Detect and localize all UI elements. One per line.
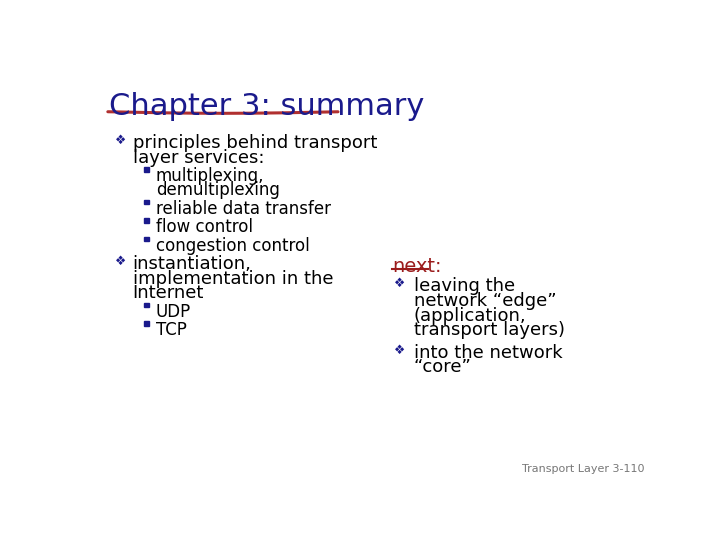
Text: Internet: Internet bbox=[132, 284, 204, 302]
Text: ❖: ❖ bbox=[395, 278, 405, 291]
Bar bbox=[144, 218, 149, 222]
Bar bbox=[144, 237, 149, 241]
Text: congestion control: congestion control bbox=[156, 237, 310, 254]
Text: “core”: “core” bbox=[414, 358, 472, 376]
Text: transport layers): transport layers) bbox=[414, 321, 565, 339]
Text: multiplexing,: multiplexing, bbox=[156, 167, 264, 185]
Text: UDP: UDP bbox=[156, 303, 191, 321]
Text: network “edge”: network “edge” bbox=[414, 292, 557, 310]
Text: implementation in the: implementation in the bbox=[132, 269, 333, 288]
Text: layer services:: layer services: bbox=[132, 148, 264, 167]
Bar bbox=[144, 200, 149, 204]
Text: TCP: TCP bbox=[156, 321, 186, 339]
Text: Chapter 3: summary: Chapter 3: summary bbox=[109, 92, 425, 121]
Text: into the network: into the network bbox=[414, 343, 562, 362]
Text: ❖: ❖ bbox=[395, 343, 405, 356]
Text: ❖: ❖ bbox=[115, 134, 127, 147]
Text: flow control: flow control bbox=[156, 218, 253, 236]
Text: next:: next: bbox=[392, 257, 442, 276]
Bar bbox=[144, 321, 149, 326]
Text: reliable data transfer: reliable data transfer bbox=[156, 200, 331, 218]
Text: (application,: (application, bbox=[414, 307, 526, 325]
Text: demultiplexing: demultiplexing bbox=[156, 181, 280, 199]
Text: Transport Layer 3-110: Transport Layer 3-110 bbox=[521, 464, 644, 475]
Text: principles behind transport: principles behind transport bbox=[132, 134, 377, 152]
Text: instantiation,: instantiation, bbox=[132, 255, 251, 273]
Text: leaving the: leaving the bbox=[414, 278, 515, 295]
Text: ❖: ❖ bbox=[115, 255, 127, 268]
Bar bbox=[144, 303, 149, 307]
Bar bbox=[144, 167, 149, 172]
